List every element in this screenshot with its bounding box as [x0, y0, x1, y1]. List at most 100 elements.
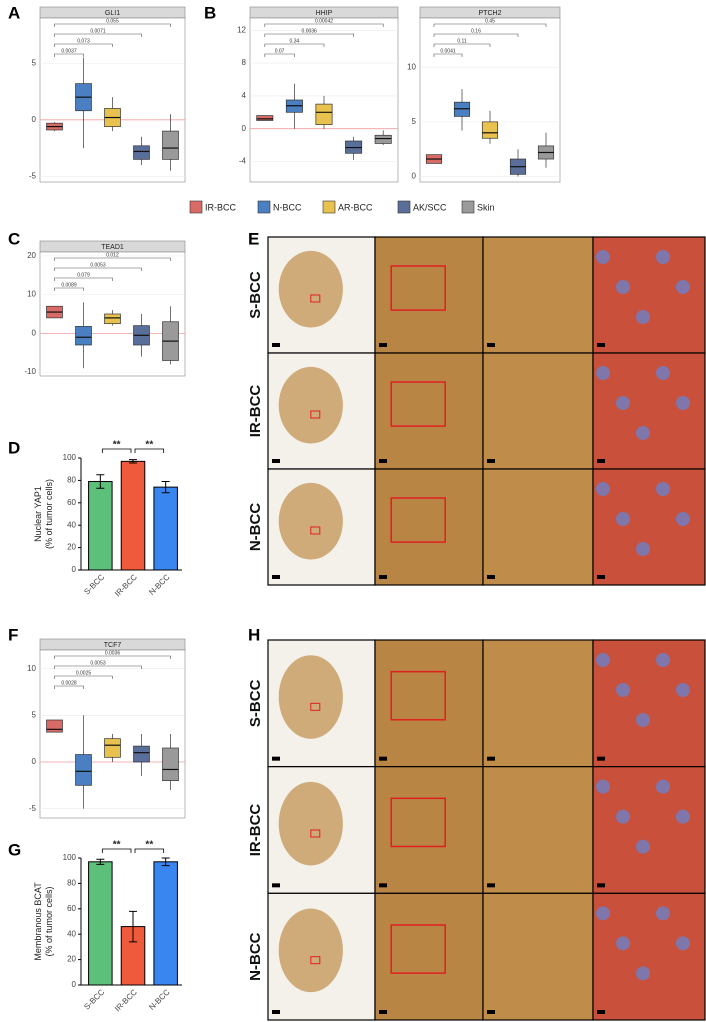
y-tick-label: 60 — [67, 498, 76, 507]
bar — [88, 861, 113, 986]
y-axis-label-line: Membranous BCAT — [33, 882, 43, 961]
scale-bar — [487, 343, 495, 347]
micrograph — [482, 352, 594, 470]
zoom-box — [390, 924, 446, 974]
p-value: 0.0025 — [76, 670, 92, 676]
y-tick-label: 40 — [67, 520, 76, 529]
p-value: 0.0071 — [90, 28, 106, 34]
panel-letter: E — [248, 229, 259, 248]
comparison-bracket — [54, 655, 171, 659]
row-label: S-BCC — [247, 271, 264, 319]
stain-region — [616, 936, 630, 951]
box — [374, 134, 392, 144]
comparison-bracket — [54, 23, 171, 27]
scale-bar — [487, 1010, 495, 1014]
y-axis-label-line: (% of tumor cells) — [44, 479, 54, 549]
p-value: 0.0053 — [90, 262, 106, 268]
stain-region — [656, 906, 670, 921]
x-tick-label: IR-BCC — [113, 572, 139, 598]
y-tick-label: -10 — [24, 367, 36, 376]
comparison-bracket — [54, 665, 142, 669]
stain-region — [656, 482, 670, 496]
panel-letter: B — [204, 3, 216, 22]
comparison-bracket — [433, 33, 519, 37]
significance-bracket — [101, 848, 132, 853]
stain-region — [636, 713, 650, 727]
micrograph — [374, 892, 484, 1021]
y-tick-label: 20 — [67, 955, 76, 964]
scale-bar — [597, 1010, 605, 1014]
stain-region — [596, 779, 610, 794]
legend-swatch — [189, 200, 203, 214]
stain-region — [616, 683, 630, 697]
comparison-bracket — [264, 33, 354, 37]
box — [315, 103, 333, 125]
tissue-section — [278, 908, 343, 993]
stain-region — [636, 542, 650, 556]
comparison-bracket — [433, 53, 463, 57]
legend-swatch — [461, 200, 475, 214]
error-bar — [129, 910, 137, 943]
scale-bar — [379, 459, 387, 463]
stain-region — [676, 683, 690, 697]
stain-region — [596, 906, 610, 921]
box — [46, 719, 63, 733]
tissue-section — [278, 250, 343, 328]
box — [162, 747, 179, 782]
error-bar — [161, 857, 170, 867]
scale-bar — [487, 459, 495, 463]
stain-region — [616, 280, 630, 294]
comparison-bracket — [54, 257, 171, 261]
tissue-section — [278, 482, 343, 560]
stain-region — [616, 512, 630, 526]
p-value: 0.0053 — [90, 660, 106, 666]
scale-bar — [379, 575, 387, 579]
micrograph — [592, 352, 706, 470]
y-tick-label: 10 — [27, 664, 36, 673]
y-axis-label-line: (% of tumor cells) — [44, 886, 54, 956]
strip-title: TCF7 — [104, 642, 122, 649]
micrograph — [374, 639, 484, 768]
scale-bar — [379, 883, 387, 888]
legend-label: Skin — [477, 202, 495, 212]
legend-label: N-BCC — [273, 202, 302, 212]
box — [256, 115, 274, 121]
strip-title: HHIP — [316, 10, 333, 17]
p-value: 0.45 — [485, 18, 495, 24]
comparison-bracket — [54, 33, 142, 37]
scale-bar — [272, 459, 280, 463]
row-label: N-BCC — [247, 932, 264, 980]
y-axis-label-line: Nuclear YAP1 — [33, 486, 43, 542]
p-value: 0.11 — [457, 38, 467, 44]
scale-bar — [597, 756, 605, 761]
x-tick-label: IR-BCC — [113, 987, 139, 1013]
row-label: IR-BCC — [247, 804, 264, 857]
legend-label: AR-BCC — [338, 202, 373, 212]
legend-swatch — [397, 200, 411, 214]
stain-region — [656, 779, 670, 794]
tissue-section — [278, 655, 343, 739]
stain-region — [636, 966, 650, 981]
region-box — [310, 294, 321, 303]
zoom-box — [390, 497, 446, 543]
strip-title: PTCH2 — [479, 10, 502, 17]
scale-bar — [487, 575, 495, 579]
significance-label: ** — [145, 440, 153, 451]
box — [75, 326, 92, 346]
error-bar — [129, 459, 137, 464]
strip-title: TEAD1 — [101, 244, 124, 251]
legend-label: IR-BCC — [205, 202, 236, 212]
y-tick-label: 0 — [242, 124, 247, 133]
scale-bar — [597, 883, 605, 888]
legend-swatch — [257, 200, 271, 214]
y-tick-label: 20 — [67, 543, 76, 552]
error-bar — [161, 481, 170, 494]
x-tick-label: S-BCC — [82, 987, 106, 1011]
stain-region — [596, 653, 610, 667]
zoom-box — [390, 265, 446, 311]
significance-label: ** — [113, 840, 121, 851]
stain-region — [636, 310, 650, 324]
stain-region — [616, 809, 630, 824]
panel-letter: H — [248, 625, 260, 644]
